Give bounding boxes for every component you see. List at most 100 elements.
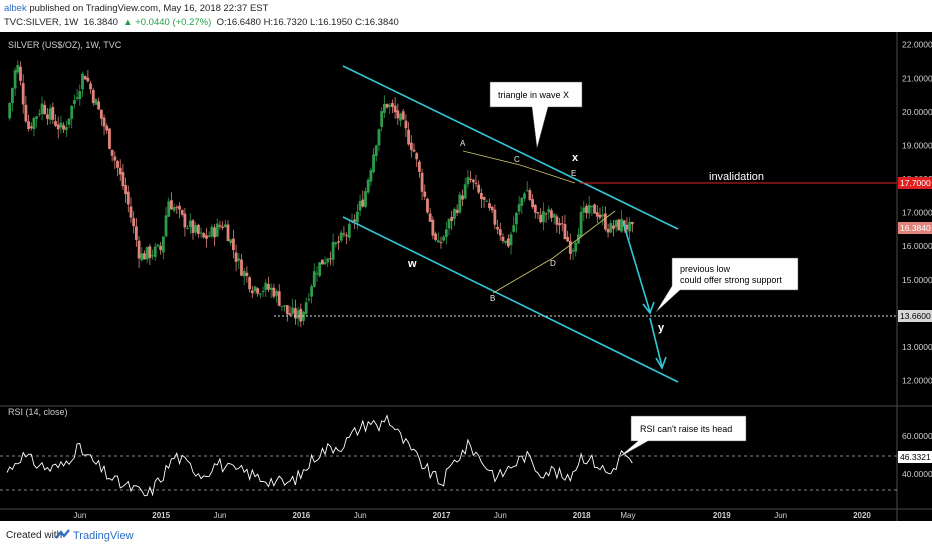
price-axis[interactable]: 22.000021.000020.000019.000018.000017.00…: [902, 40, 932, 386]
last-price: 16.3840: [83, 17, 118, 28]
candle-body: [272, 287, 276, 297]
candle-body: [277, 291, 281, 306]
candle-body: [493, 209, 497, 225]
candle-body: [453, 208, 456, 219]
callout-support-bubble: [655, 257, 799, 313]
candle-body: [587, 204, 591, 214]
candle-body: [191, 220, 195, 234]
candle-body: [366, 179, 370, 193]
candle-body: [614, 220, 618, 228]
candle-body: [423, 191, 427, 197]
main-chart-title: SILVER (US$/OZ), 1W, TVC: [8, 40, 122, 50]
candle-body: [242, 270, 246, 277]
candle-body: [307, 298, 311, 300]
candle-body: [393, 105, 397, 113]
candle-body: [75, 97, 79, 99]
candle-body: [24, 104, 28, 122]
candle-body: [54, 121, 57, 126]
candle-body: [612, 225, 615, 229]
candle-body: [428, 213, 432, 222]
candle-body: [531, 199, 534, 208]
channel-lower-line: [342, 216, 679, 383]
candle-body: [399, 113, 402, 121]
candle-body: [539, 214, 543, 223]
candle-body: [67, 118, 71, 125]
time-axis[interactable]: Jun 2015 Jun 2016 Jun 2017 Jun 2018 May 2019 Jun 20…: [73, 511, 871, 520]
candle-body: [315, 273, 319, 275]
time-tick-label: Jun: [494, 511, 507, 520]
time-tick-label: Jun: [774, 511, 787, 520]
candle-body: [601, 214, 605, 217]
candle-body: [509, 234, 513, 246]
candle-body: [533, 204, 537, 213]
candle-body: [134, 226, 138, 240]
candle-body: [62, 125, 66, 130]
last-price-badge: [898, 222, 932, 234]
tradingview-brand-link[interactable]: TradingView: [73, 530, 134, 542]
candle-body: [501, 236, 505, 242]
candle-body: [186, 227, 189, 229]
callout-rsi-text: RSI can't raise its head: [640, 424, 732, 434]
candle-body: [479, 192, 483, 200]
candle-body: [221, 226, 225, 228]
chart-svg[interactable]: SILVER (US$/OZ), 1W, TVC RSI (14, close)…: [0, 32, 932, 521]
candle-body: [175, 207, 179, 209]
candle-body: [409, 142, 413, 150]
candle-body: [199, 232, 203, 234]
candle-body: [16, 64, 20, 73]
candle-body: [248, 277, 251, 290]
rsi-current-badge: [898, 451, 932, 463]
arrowhead-1: [642, 301, 655, 315]
callout-rsi: RSI can't raise its head: [617, 415, 747, 459]
candle-body: [380, 111, 384, 127]
candle-body: [70, 105, 74, 119]
invalidation-badge-text: 17.7000: [900, 178, 931, 188]
tradingview-logo-icon[interactable]: [55, 528, 71, 546]
candle-body: [210, 226, 214, 237]
candle-body: [420, 172, 424, 192]
candle-body: [172, 207, 176, 211]
price-tick-label: 17.0000: [902, 208, 932, 218]
candle-body: [401, 111, 405, 120]
candle-body: [320, 259, 324, 265]
time-tick-label: Jun: [73, 511, 86, 520]
candle-body: [153, 246, 157, 257]
candle-body: [129, 206, 133, 218]
wave-label-w: w: [407, 258, 417, 270]
candle-body: [431, 219, 435, 236]
candle-body: [415, 153, 419, 160]
candle-body: [512, 225, 516, 232]
callout-triangle-text: triangle in wave X: [498, 90, 569, 100]
arrow-down-2: [649, 317, 663, 368]
author-link[interactable]: albek: [4, 3, 27, 14]
candle-body: [13, 70, 17, 89]
price-tick-label: 19.0000: [902, 140, 932, 150]
candle-body: [469, 178, 473, 180]
candle-body: [528, 190, 532, 200]
candle-body: [574, 242, 578, 252]
candle-body: [630, 221, 634, 225]
candle-body: [108, 128, 111, 149]
candle-body: [345, 235, 349, 237]
candle-body: [267, 283, 270, 290]
candle-body: [355, 211, 359, 223]
price-tick-label: 15.0000: [902, 275, 932, 285]
time-tick-label: 2015: [152, 511, 170, 520]
triangle-point-b: B: [490, 294, 495, 303]
candle-body: [40, 103, 44, 115]
callout-rsi-bubble: [617, 415, 747, 459]
chart-area[interactable]: SILVER (US$/OZ), 1W, TVC RSI (14, close)…: [0, 32, 932, 521]
candle-body: [280, 305, 284, 307]
candle-body: [455, 209, 459, 213]
candle-body: [323, 262, 327, 265]
candle-body: [364, 191, 367, 207]
candle-body: [606, 228, 610, 233]
candle-body: [188, 220, 192, 228]
candle-body: [339, 232, 343, 241]
candle-body: [541, 211, 545, 223]
candle-body: [156, 244, 160, 247]
candle-body: [59, 122, 63, 128]
candle-body: [215, 223, 219, 237]
candle-body: [466, 177, 470, 185]
candle-body: [318, 262, 322, 276]
